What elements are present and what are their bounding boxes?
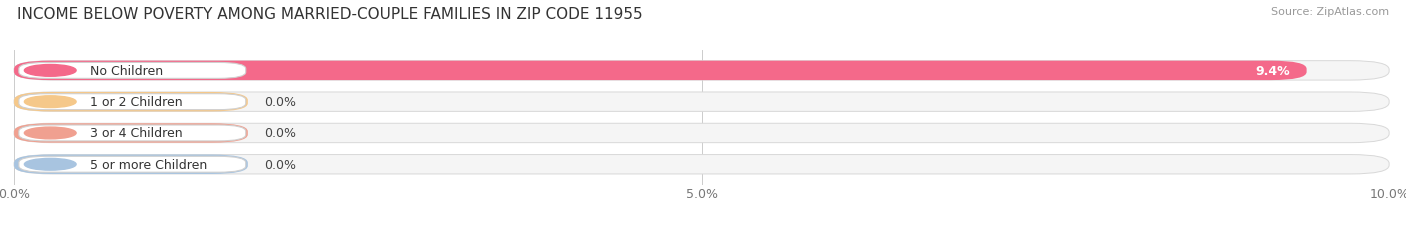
FancyBboxPatch shape	[14, 155, 247, 174]
FancyBboxPatch shape	[14, 93, 1389, 112]
Text: 9.4%: 9.4%	[1256, 65, 1291, 78]
Text: 5 or more Children: 5 or more Children	[90, 158, 207, 171]
FancyBboxPatch shape	[18, 125, 246, 141]
Circle shape	[24, 96, 76, 108]
FancyBboxPatch shape	[14, 61, 1306, 81]
Text: 3 or 4 Children: 3 or 4 Children	[90, 127, 183, 140]
FancyBboxPatch shape	[14, 124, 1389, 143]
FancyBboxPatch shape	[18, 63, 246, 79]
FancyBboxPatch shape	[14, 61, 1389, 81]
Text: No Children: No Children	[90, 65, 163, 78]
FancyBboxPatch shape	[14, 155, 1389, 174]
FancyBboxPatch shape	[18, 94, 246, 110]
Text: 0.0%: 0.0%	[264, 127, 297, 140]
Circle shape	[24, 159, 76, 170]
FancyBboxPatch shape	[14, 93, 247, 112]
Text: INCOME BELOW POVERTY AMONG MARRIED-COUPLE FAMILIES IN ZIP CODE 11955: INCOME BELOW POVERTY AMONG MARRIED-COUPL…	[17, 7, 643, 22]
Text: 0.0%: 0.0%	[264, 158, 297, 171]
FancyBboxPatch shape	[14, 124, 247, 143]
Text: 0.0%: 0.0%	[264, 96, 297, 109]
Circle shape	[24, 65, 76, 77]
Text: 1 or 2 Children: 1 or 2 Children	[90, 96, 183, 109]
FancyBboxPatch shape	[18, 157, 246, 173]
Text: Source: ZipAtlas.com: Source: ZipAtlas.com	[1271, 7, 1389, 17]
Circle shape	[24, 128, 76, 139]
